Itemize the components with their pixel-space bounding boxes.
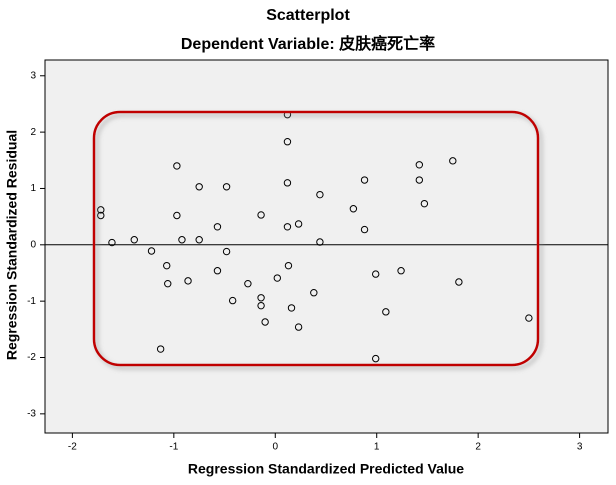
point (147, 247, 156, 255)
x-tick-label: -1 (169, 442, 178, 453)
highlight-box (92, 110, 540, 367)
x-tick-label: 3 (577, 442, 583, 453)
point (184, 277, 192, 285)
y-tick-label: -2 (27, 352, 36, 363)
point (195, 183, 203, 191)
y-tick-label: 3 (30, 70, 36, 81)
y-tick-label: 0 (30, 239, 36, 250)
point (257, 211, 265, 219)
point (163, 261, 171, 270)
y-axis-label: Regression Standardized Residual (4, 130, 20, 360)
point (382, 308, 390, 316)
point (283, 179, 292, 187)
point (130, 236, 138, 244)
x-tick-label: 0 (272, 442, 278, 453)
point (261, 318, 269, 326)
point (222, 247, 231, 256)
point (164, 279, 172, 288)
point (525, 314, 533, 322)
point (316, 190, 324, 199)
x-tick-label: -2 (68, 442, 77, 453)
point (222, 183, 231, 191)
y-tick-label: -3 (27, 408, 36, 419)
point (108, 238, 116, 247)
point (449, 157, 457, 165)
point (213, 267, 222, 275)
x-axis-label: Regression Standardized Predicted Value (188, 461, 464, 477)
x-tick-label: 1 (374, 442, 380, 453)
point (371, 354, 380, 363)
point (257, 294, 265, 302)
x-tick-label: 2 (475, 442, 481, 453)
point (178, 236, 186, 244)
point (287, 304, 296, 312)
point (360, 225, 369, 234)
point (284, 261, 293, 270)
point (397, 267, 405, 275)
y-tick-label: 1 (30, 183, 36, 194)
point (360, 176, 369, 184)
point (420, 199, 429, 208)
point (156, 345, 165, 353)
chart-subtitle: Dependent Variable: 皮肤癌死亡率 (181, 34, 435, 53)
point (257, 301, 265, 310)
point (294, 220, 303, 228)
point (97, 206, 105, 214)
point (310, 289, 318, 297)
point (273, 274, 282, 282)
point (371, 270, 380, 278)
point (283, 223, 292, 231)
point (415, 161, 424, 169)
point (316, 238, 324, 246)
point (349, 205, 358, 213)
point (294, 323, 303, 331)
point (97, 211, 105, 220)
point (173, 211, 181, 220)
point (455, 278, 463, 286)
point (173, 162, 181, 170)
point (415, 176, 424, 184)
point (283, 137, 292, 146)
point (195, 236, 203, 244)
point (213, 223, 222, 231)
point (228, 296, 237, 305)
y-tick-label: 2 (30, 127, 36, 138)
plot-area (44, 59, 609, 434)
point (244, 279, 252, 288)
chart-title: Scatterplot (266, 7, 350, 24)
y-tick-label: -1 (27, 296, 36, 307)
